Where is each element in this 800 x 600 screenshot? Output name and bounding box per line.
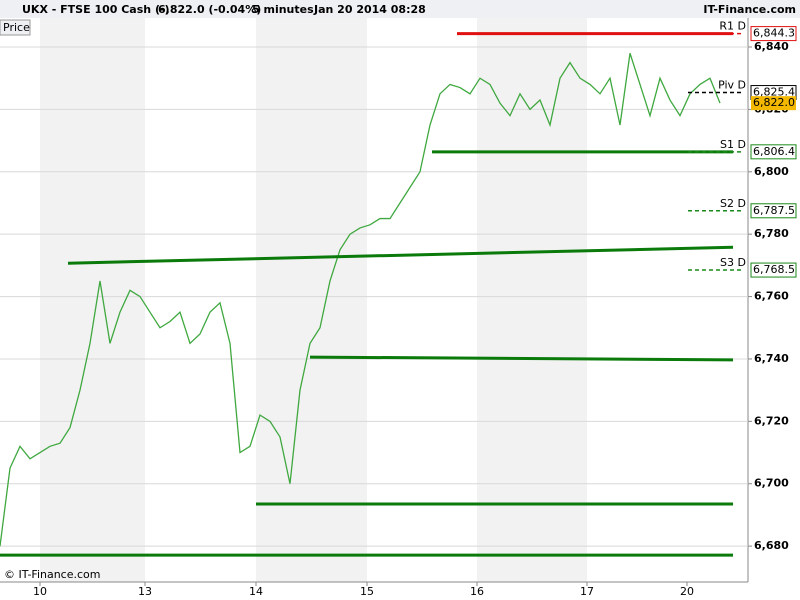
y-tick-label: 6,720 bbox=[754, 414, 789, 427]
brand: IT-Finance.com bbox=[703, 3, 796, 16]
pivot-label: 6,806.4 bbox=[753, 145, 795, 158]
y-tick-label: 6,800 bbox=[754, 165, 789, 178]
pivot-name: S2 D bbox=[720, 197, 746, 210]
quote: 6,822.0 (-0.04%) bbox=[158, 3, 261, 16]
y-tick-label: 6,780 bbox=[754, 227, 789, 240]
pivot-box bbox=[750, 26, 797, 42]
pivot-name: Piv D bbox=[718, 79, 746, 92]
x-tick-label: 15 bbox=[360, 585, 374, 598]
pivot-name: R1 D bbox=[719, 20, 746, 33]
symbol: UKX - FTSE 100 Cash (-) bbox=[22, 3, 170, 16]
x-tick-label: 20 bbox=[680, 585, 694, 598]
pivot-name: S3 D bbox=[720, 256, 746, 269]
pivot-box bbox=[750, 203, 797, 219]
y-tick-label: 6,680 bbox=[754, 539, 789, 552]
header-bar bbox=[0, 0, 800, 18]
pivot-label: 6,825.4 bbox=[753, 86, 795, 99]
interval: 5 minutes bbox=[252, 3, 314, 16]
x-tick-label: 10 bbox=[33, 585, 47, 598]
y-tick-label: 6,840 bbox=[754, 40, 789, 53]
y-tick-label: 6,760 bbox=[754, 290, 789, 303]
trendline bbox=[67, 245, 734, 265]
x-tick-label: 14 bbox=[249, 585, 263, 598]
trendline bbox=[309, 355, 734, 362]
pivot-box bbox=[750, 262, 797, 278]
pivot-name: S1 D bbox=[720, 138, 746, 151]
stripe bbox=[256, 18, 367, 582]
day-stripes bbox=[40, 18, 587, 582]
x-tick-label: 13 bbox=[138, 585, 152, 598]
footer: © IT-Finance.com bbox=[4, 568, 101, 581]
y-tick-label: 6,740 bbox=[754, 352, 789, 365]
pivot-box bbox=[750, 144, 797, 160]
x-tick-label: 16 bbox=[470, 585, 484, 598]
pivot-label: 6,844.3 bbox=[753, 27, 795, 40]
last-price-box bbox=[751, 96, 796, 111]
panel-label-box bbox=[0, 19, 31, 36]
stripe bbox=[40, 18, 145, 582]
stripe bbox=[477, 18, 587, 582]
panel-label: Price bbox=[3, 21, 30, 34]
x-tick-label: 17 bbox=[580, 585, 594, 598]
y-tick-label: 6,700 bbox=[754, 477, 789, 490]
pivot-label: 6,768.5 bbox=[753, 263, 795, 276]
datetime: Jan 20 2014 08:28 bbox=[313, 3, 426, 16]
last-price-label: 6,822.0 bbox=[753, 96, 795, 109]
price-line bbox=[0, 53, 721, 547]
pivot-label: 6,787.5 bbox=[753, 204, 795, 217]
